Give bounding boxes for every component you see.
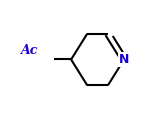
Text: N: N <box>119 53 129 66</box>
Text: Ac: Ac <box>21 44 38 57</box>
